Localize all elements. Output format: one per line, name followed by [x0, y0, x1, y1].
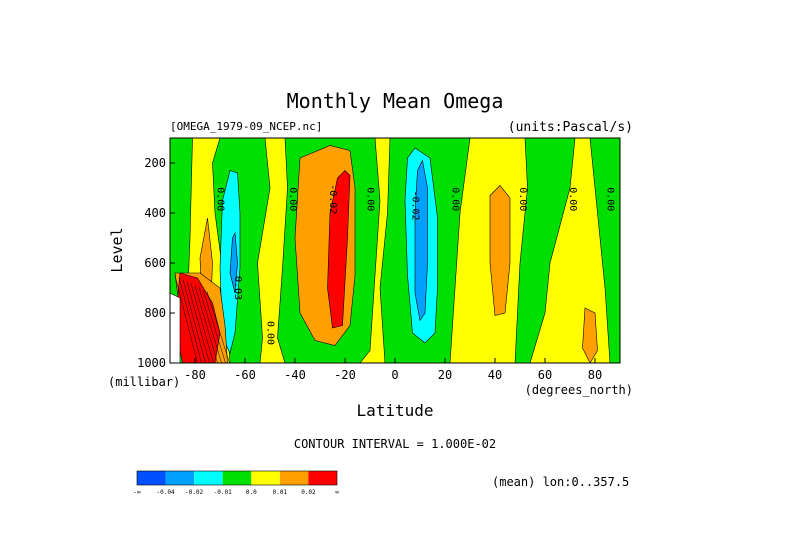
y-tick-label: 1000	[137, 356, 166, 370]
contour-line	[202, 289, 226, 363]
contour-line	[178, 277, 202, 363]
contour-label: -0.02	[410, 190, 421, 220]
contour-label: 0.00	[605, 187, 616, 211]
contour-label: 0.00	[215, 187, 226, 211]
legend-label: 0.02	[301, 489, 316, 496]
legend-swatch	[137, 471, 166, 485]
contour-label: -0.02	[327, 184, 338, 214]
y-tick-label: 400	[144, 206, 166, 220]
x-tick-label: 20	[438, 368, 452, 382]
contour-line	[186, 281, 210, 363]
legend-frame	[136, 470, 338, 486]
contour-label: 0.00	[265, 321, 276, 345]
y-axis-units: (millibar)	[108, 375, 180, 389]
x-tick-label: 0	[391, 368, 398, 382]
contour-region	[170, 292, 181, 363]
legend-swatch	[279, 471, 309, 485]
legend-label: -∞	[133, 489, 141, 496]
dataset-label: [OMEGA_1979-09_NCEP.nc]	[170, 120, 322, 133]
contour-line	[194, 285, 218, 363]
contour-label: 0.03	[232, 276, 243, 300]
legend-label: 0.01	[273, 489, 288, 496]
contour-region	[514, 138, 576, 363]
contour-line	[190, 283, 214, 363]
x-axis-label: Latitude	[356, 401, 433, 420]
contour-region	[414, 159, 428, 322]
contour-label: 0.00	[450, 187, 461, 211]
contour-label: 0.00	[517, 187, 528, 211]
x-tick-label: -40	[284, 368, 306, 382]
contour-region	[489, 185, 511, 316]
legend-label: -0.02	[185, 489, 203, 496]
x-axis-units: (degrees_north)	[525, 383, 633, 397]
x-tick-label: 80	[588, 368, 602, 382]
chart-title: Monthly Mean Omega	[287, 89, 504, 113]
legend-label: ∞	[335, 489, 339, 496]
contour-labels: 0.00 0.00 -0.02 0.00 -0.02 0.00 0.00 0.00 0.00 0.…	[215, 184, 616, 345]
x-tick-label: -80	[184, 368, 206, 382]
units-label: (units:Pascal/s)	[508, 120, 633, 135]
contour-line	[182, 279, 206, 363]
legend-swatch	[308, 471, 337, 485]
x-tick-label: -60	[234, 368, 256, 382]
contour-region	[229, 231, 238, 294]
y-axis: 200 400 600 800 1000	[137, 156, 175, 370]
legend-label: -0.01	[214, 489, 232, 496]
footer-note: (mean) lon:0..357.5	[492, 475, 629, 489]
legend-swatch	[165, 471, 195, 485]
contour-region	[582, 307, 598, 363]
contour-line	[198, 287, 222, 363]
y-axis-label: Level	[108, 227, 126, 272]
contour-label: 0.00	[365, 187, 376, 211]
contour-label: 0.00	[567, 187, 578, 211]
contour-region	[327, 170, 351, 329]
legend-swatch	[194, 471, 223, 485]
legend-swatch	[222, 471, 252, 485]
legend-label: 0.0	[246, 489, 257, 496]
y-tick-label: 800	[144, 306, 166, 320]
x-tick-label: 40	[488, 368, 502, 382]
contour-interval-note: CONTOUR INTERVAL = 1.000E-02	[294, 437, 496, 451]
y-tick-label: 200	[144, 156, 166, 170]
plot-area	[170, 138, 620, 363]
x-tick-label: -20	[334, 368, 356, 382]
y-tick-label: 600	[144, 256, 166, 270]
legend-swatch	[251, 471, 280, 485]
x-axis: -80 -60 -40 -20 0 20 40 60 80	[184, 358, 602, 382]
contour-region	[589, 138, 620, 363]
x-tick-label: 60	[538, 368, 552, 382]
color-legend: -∞ -0.04 -0.02 -0.01 0.0 0.01 0.02 ∞	[133, 470, 339, 496]
legend-label: -0.04	[157, 489, 175, 496]
contour-line	[174, 275, 198, 363]
contour-line	[206, 291, 230, 363]
contour-label: 0.00	[287, 187, 298, 211]
